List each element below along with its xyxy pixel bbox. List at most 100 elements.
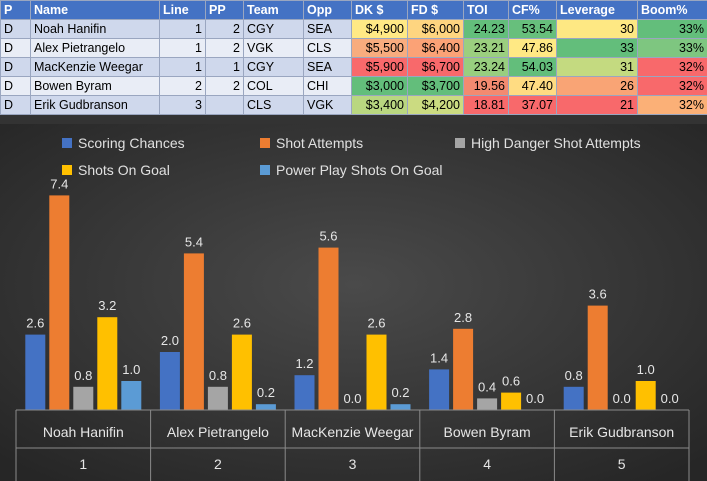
- table-header-row: P Name Line PP Team Opp DK $ FD $ TOI CF…: [0, 0, 707, 20]
- cell-toi: 18.81: [463, 95, 509, 115]
- bar-4-2: [390, 404, 411, 410]
- cell-cf: 47.86: [508, 38, 557, 58]
- cell-team: VGK: [243, 38, 304, 58]
- legend-swatch-0: [62, 138, 72, 148]
- header-name: Name: [30, 0, 160, 20]
- bar-3-4: [635, 381, 656, 410]
- cell-dk: $4,900: [351, 19, 408, 39]
- bar-label-0-3: 1.4: [430, 350, 448, 365]
- header-p: P: [0, 0, 31, 20]
- cell-boom: 33%: [637, 38, 707, 58]
- bar-label-3-1: 2.6: [233, 316, 251, 331]
- bar-3-3: [501, 392, 522, 410]
- cell-fd: $6,000: [407, 19, 464, 39]
- legend-label-3: Shots On Goal: [78, 162, 170, 178]
- bar-label-4-0: 1.0: [122, 362, 140, 377]
- cell-name: MacKenzie Weegar: [30, 57, 160, 77]
- table-row: D Noah Hanifin 1 2 CGY SEA $4,900 $6,000 24.23 53…: [0, 19, 707, 39]
- bar-label-2-0: 0.8: [74, 368, 92, 383]
- legend-swatch-2: [455, 138, 465, 148]
- x-tick-label-0: Noah Hanifin: [43, 424, 124, 440]
- cell-pp: 2: [205, 19, 244, 39]
- bar-label-3-0: 3.2: [98, 298, 116, 313]
- legend-swatch-3: [62, 165, 72, 175]
- cell-line: 1: [159, 57, 206, 77]
- cell-leverage: 21: [556, 95, 638, 115]
- legend-label-1: Shot Attempts: [276, 135, 363, 151]
- table-row: D Erik Gudbranson 3 CLS VGK $3,400 $4,200 18.81…: [0, 95, 707, 115]
- cell-team: CGY: [243, 19, 304, 39]
- cell-opp: VGK: [303, 95, 352, 115]
- bar-1-1: [183, 253, 204, 410]
- bar-3-0: [97, 317, 118, 410]
- cell-leverage: 26: [556, 76, 638, 96]
- cell-dk: $5,500: [351, 38, 408, 58]
- bar-3-1: [231, 334, 252, 410]
- header-cf: CF%: [508, 0, 557, 20]
- cell-name: Erik Gudbranson: [30, 95, 160, 115]
- cell-line: 1: [159, 19, 206, 39]
- table-row: D MacKenzie Weegar 1 1 CGY SEA $5,900 $6,700 23.…: [0, 57, 707, 77]
- legend-label-2: High Danger Shot Attempts: [471, 135, 641, 151]
- bar-label-4-1: 0.2: [257, 385, 275, 400]
- bar-0-3: [429, 369, 450, 410]
- cell-pp: 2: [205, 76, 244, 96]
- legend-label-4: Power Play Shots On Goal: [276, 162, 443, 178]
- cell-name: Bowen Byram: [30, 76, 160, 96]
- bar-4-0: [121, 381, 142, 410]
- bar-label-3-4: 1.0: [637, 362, 655, 377]
- bar-label-1-2: 5.6: [319, 229, 337, 244]
- cell-dk: $3,000: [351, 76, 408, 96]
- cell-line: 2: [159, 76, 206, 96]
- x-group-label-2: 3: [349, 456, 357, 472]
- x-group-label-0: 1: [79, 456, 87, 472]
- chart-legend: Scoring Chances Shot Attempts High Danger …: [62, 135, 641, 178]
- bar-label-3-2: 2.6: [367, 316, 385, 331]
- bar-label-0-0: 2.6: [26, 316, 44, 331]
- header-line: Line: [159, 0, 206, 20]
- bar-label-2-4: 0.0: [613, 391, 631, 406]
- x-group-label-1: 2: [214, 456, 222, 472]
- header-dk: DK $: [351, 0, 408, 20]
- cell-dk: $3,400: [351, 95, 408, 115]
- cell-toi: 23.21: [463, 38, 509, 58]
- cell-p: D: [0, 38, 31, 58]
- chart-axis: Noah Hanifin 1 Alex Pietrangelo 2 MacKenzie …: [15, 409, 690, 481]
- cell-team: CGY: [243, 57, 304, 77]
- cell-opp: CHI: [303, 76, 352, 96]
- bar-0-4: [563, 386, 584, 410]
- cell-leverage: 31: [556, 57, 638, 77]
- cell-cf: 37.07: [508, 95, 557, 115]
- legend-swatch-4: [260, 165, 270, 175]
- cell-pp: 1: [205, 57, 244, 77]
- bar-4-1: [255, 404, 276, 410]
- x-group-label-3: 4: [483, 456, 491, 472]
- bar-chart: Scoring Chances Shot Attempts High Danger …: [0, 124, 707, 481]
- cell-boom: 32%: [637, 95, 707, 115]
- bar-label-2-1: 0.8: [209, 368, 227, 383]
- bar-1-4: [587, 305, 608, 410]
- bar-label-1-4: 3.6: [589, 287, 607, 302]
- cell-fd: $6,700: [407, 57, 464, 77]
- header-opp: Opp: [303, 0, 352, 20]
- cell-fd: $6,400: [407, 38, 464, 58]
- cell-fd: $4,200: [407, 95, 464, 115]
- cell-cf: 54.03: [508, 57, 557, 77]
- cell-boom: 32%: [637, 57, 707, 77]
- table-row: D Bowen Byram 2 2 COL CHI $3,000 $3,700 19.56 47.…: [0, 76, 707, 96]
- bar-label-0-4: 0.8: [565, 368, 583, 383]
- bar-2-0: [73, 386, 94, 410]
- bar-0-1: [159, 352, 180, 410]
- cell-opp: CLS: [303, 38, 352, 58]
- x-tick-label-4: Erik Gudbranson: [569, 424, 674, 440]
- cell-team: CLS: [243, 95, 304, 115]
- bar-1-0: [49, 195, 70, 410]
- header-team: Team: [243, 0, 304, 20]
- bar-label-4-4: 0.0: [661, 391, 679, 406]
- cell-leverage: 33: [556, 38, 638, 58]
- cell-fd: $3,700: [407, 76, 464, 96]
- bar-1-2: [318, 247, 339, 410]
- cell-pp: 2: [205, 38, 244, 58]
- cell-p: D: [0, 95, 31, 115]
- cell-cf: 53.54: [508, 19, 557, 39]
